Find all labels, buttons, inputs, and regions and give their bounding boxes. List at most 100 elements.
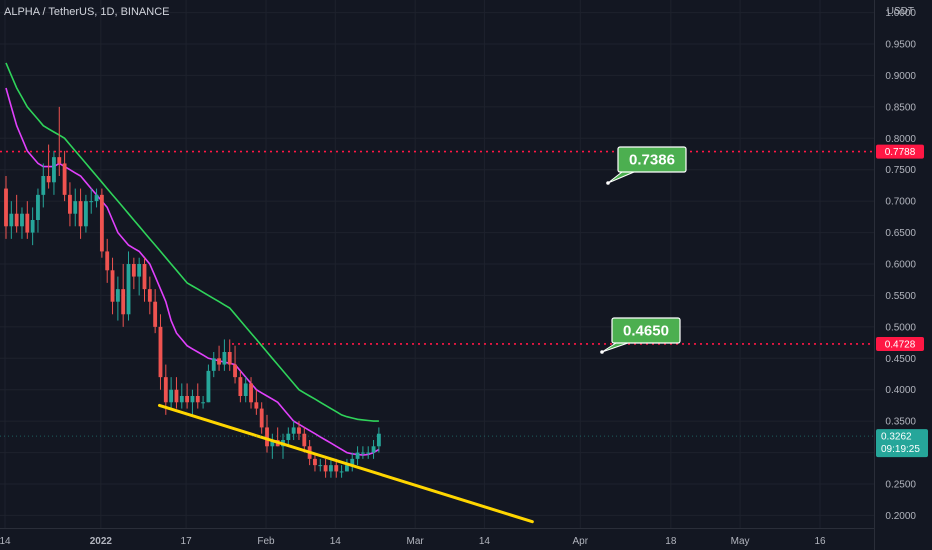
candle — [99, 188, 104, 258]
candle — [147, 276, 152, 315]
candle-body — [78, 201, 83, 227]
candle — [25, 201, 30, 239]
callout-label: 0.4650 — [623, 323, 669, 340]
candle — [62, 150, 67, 202]
candle — [89, 188, 94, 214]
candle — [318, 458, 323, 472]
candle — [360, 446, 365, 459]
candle-body — [115, 289, 120, 302]
candle-body — [94, 194, 99, 202]
candle — [14, 194, 19, 233]
y-tick-label: 0.5500 — [885, 291, 916, 302]
candle-body — [286, 433, 291, 440]
candle — [254, 389, 259, 415]
candle-body — [265, 427, 269, 447]
y-tick-label: 0.9000 — [885, 71, 916, 82]
candle — [179, 383, 184, 409]
candle — [169, 377, 174, 409]
x-tick-label: May — [731, 536, 750, 547]
candle-body — [190, 396, 195, 403]
support-trendline — [157, 403, 534, 524]
candle — [185, 383, 190, 409]
x-tick-label: 14 — [0, 536, 11, 547]
y-tick-label: 0.2500 — [885, 480, 916, 491]
candle — [4, 176, 8, 239]
candle-body — [376, 433, 381, 447]
candle — [366, 446, 371, 459]
x-tick-label: 14 — [479, 536, 491, 547]
x-tick-label: 14 — [330, 536, 342, 547]
y-tick-label: 0.5000 — [885, 322, 916, 333]
candle-body — [14, 213, 19, 227]
candle — [329, 458, 333, 478]
candle — [286, 427, 291, 447]
candle — [227, 339, 232, 371]
y-tick-label: 0.3500 — [885, 417, 916, 428]
candle-body — [323, 465, 328, 472]
candle — [238, 370, 243, 403]
candle-body — [243, 383, 248, 396]
x-tick-label: Feb — [257, 536, 275, 547]
y-tick-label: 0.4500 — [885, 354, 916, 365]
candle — [153, 289, 158, 334]
candle-body — [174, 389, 179, 403]
candle-body — [68, 194, 72, 214]
callout-label: 0.7386 — [629, 152, 675, 169]
candle-body — [131, 264, 136, 277]
candle — [350, 452, 355, 472]
candle-body — [270, 440, 275, 447]
y-tick-label: 0.9500 — [885, 40, 916, 51]
candle — [41, 163, 46, 208]
candle — [249, 377, 253, 409]
candle-body — [9, 213, 14, 227]
candle — [30, 207, 35, 246]
candle — [217, 345, 221, 371]
level-price-badge — [876, 144, 924, 159]
candle-body — [41, 176, 46, 195]
level-price-badge — [876, 336, 924, 351]
candle-body — [73, 201, 78, 214]
candle — [313, 452, 317, 472]
symbol-title[interactable]: ALPHA / TetherUS, 1D, BINANCE — [4, 6, 170, 18]
y-tick-label: 0.6000 — [885, 260, 916, 271]
candle-body — [99, 194, 104, 252]
candle — [174, 377, 179, 409]
callout-box — [611, 317, 681, 344]
candle — [9, 201, 14, 239]
candle-body — [89, 201, 94, 203]
y-tick-label: 0.4000 — [885, 385, 916, 396]
candle-body — [291, 427, 296, 434]
moving-average-slow — [5, 62, 379, 422]
candle-body — [25, 213, 30, 233]
y-tick-label: 0.6500 — [885, 228, 916, 239]
candle — [371, 440, 376, 459]
candle-body — [350, 458, 355, 466]
level-price-label: 0.4728 — [885, 339, 916, 350]
candle — [206, 364, 211, 403]
x-tick-label: 17 — [181, 536, 193, 547]
current-price-label: 0.3262 — [881, 432, 912, 443]
candle — [68, 182, 72, 227]
candle-body — [344, 465, 349, 472]
candle-body — [137, 264, 142, 277]
level-price-label: 0.7788 — [885, 147, 916, 158]
price-callout: 0.4650 — [600, 317, 681, 354]
candle-body — [355, 452, 360, 459]
candle-body — [334, 465, 339, 472]
candle-body — [163, 377, 168, 403]
candle-body — [297, 427, 301, 434]
candle-body — [302, 433, 307, 447]
candle — [376, 427, 381, 453]
candle-body — [36, 194, 40, 220]
candle-body — [83, 201, 88, 227]
candle-body — [318, 465, 323, 467]
candle — [339, 465, 344, 478]
candle — [302, 427, 307, 453]
candle-body — [142, 264, 147, 290]
candle — [297, 421, 301, 440]
candle-body — [201, 402, 206, 404]
candle — [78, 188, 83, 239]
x-tick-label: 18 — [665, 536, 677, 547]
